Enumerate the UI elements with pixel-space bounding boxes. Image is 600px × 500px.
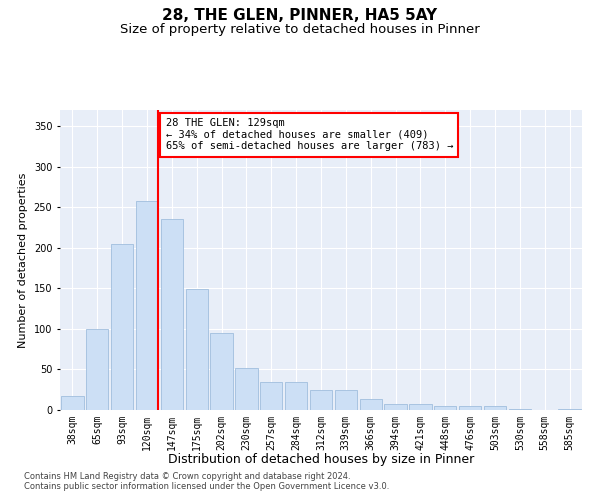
Bar [559, 409, 581, 410]
Bar [136, 201, 158, 410]
Text: 28, THE GLEN, PINNER, HA5 5AY: 28, THE GLEN, PINNER, HA5 5AY [163, 8, 437, 22]
Bar [409, 404, 431, 410]
Bar [86, 329, 109, 410]
Bar [161, 220, 183, 410]
Bar [285, 382, 307, 410]
Bar [111, 244, 133, 410]
Bar [484, 406, 506, 410]
Bar [260, 382, 283, 410]
Text: 28 THE GLEN: 129sqm
← 34% of detached houses are smaller (409)
65% of semi-detac: 28 THE GLEN: 129sqm ← 34% of detached ho… [166, 118, 453, 152]
Text: Contains public sector information licensed under the Open Government Licence v3: Contains public sector information licen… [24, 482, 389, 491]
Text: Size of property relative to detached houses in Pinner: Size of property relative to detached ho… [120, 22, 480, 36]
Y-axis label: Number of detached properties: Number of detached properties [18, 172, 28, 348]
Bar [509, 409, 531, 410]
Bar [459, 406, 481, 410]
Bar [385, 404, 407, 410]
Text: Contains HM Land Registry data © Crown copyright and database right 2024.: Contains HM Land Registry data © Crown c… [24, 472, 350, 481]
Bar [211, 333, 233, 410]
Bar [310, 390, 332, 410]
Bar [434, 406, 457, 410]
Bar [61, 396, 83, 410]
Bar [235, 368, 257, 410]
Text: Distribution of detached houses by size in Pinner: Distribution of detached houses by size … [168, 452, 474, 466]
Bar [359, 398, 382, 410]
Bar [335, 390, 357, 410]
Bar [185, 289, 208, 410]
